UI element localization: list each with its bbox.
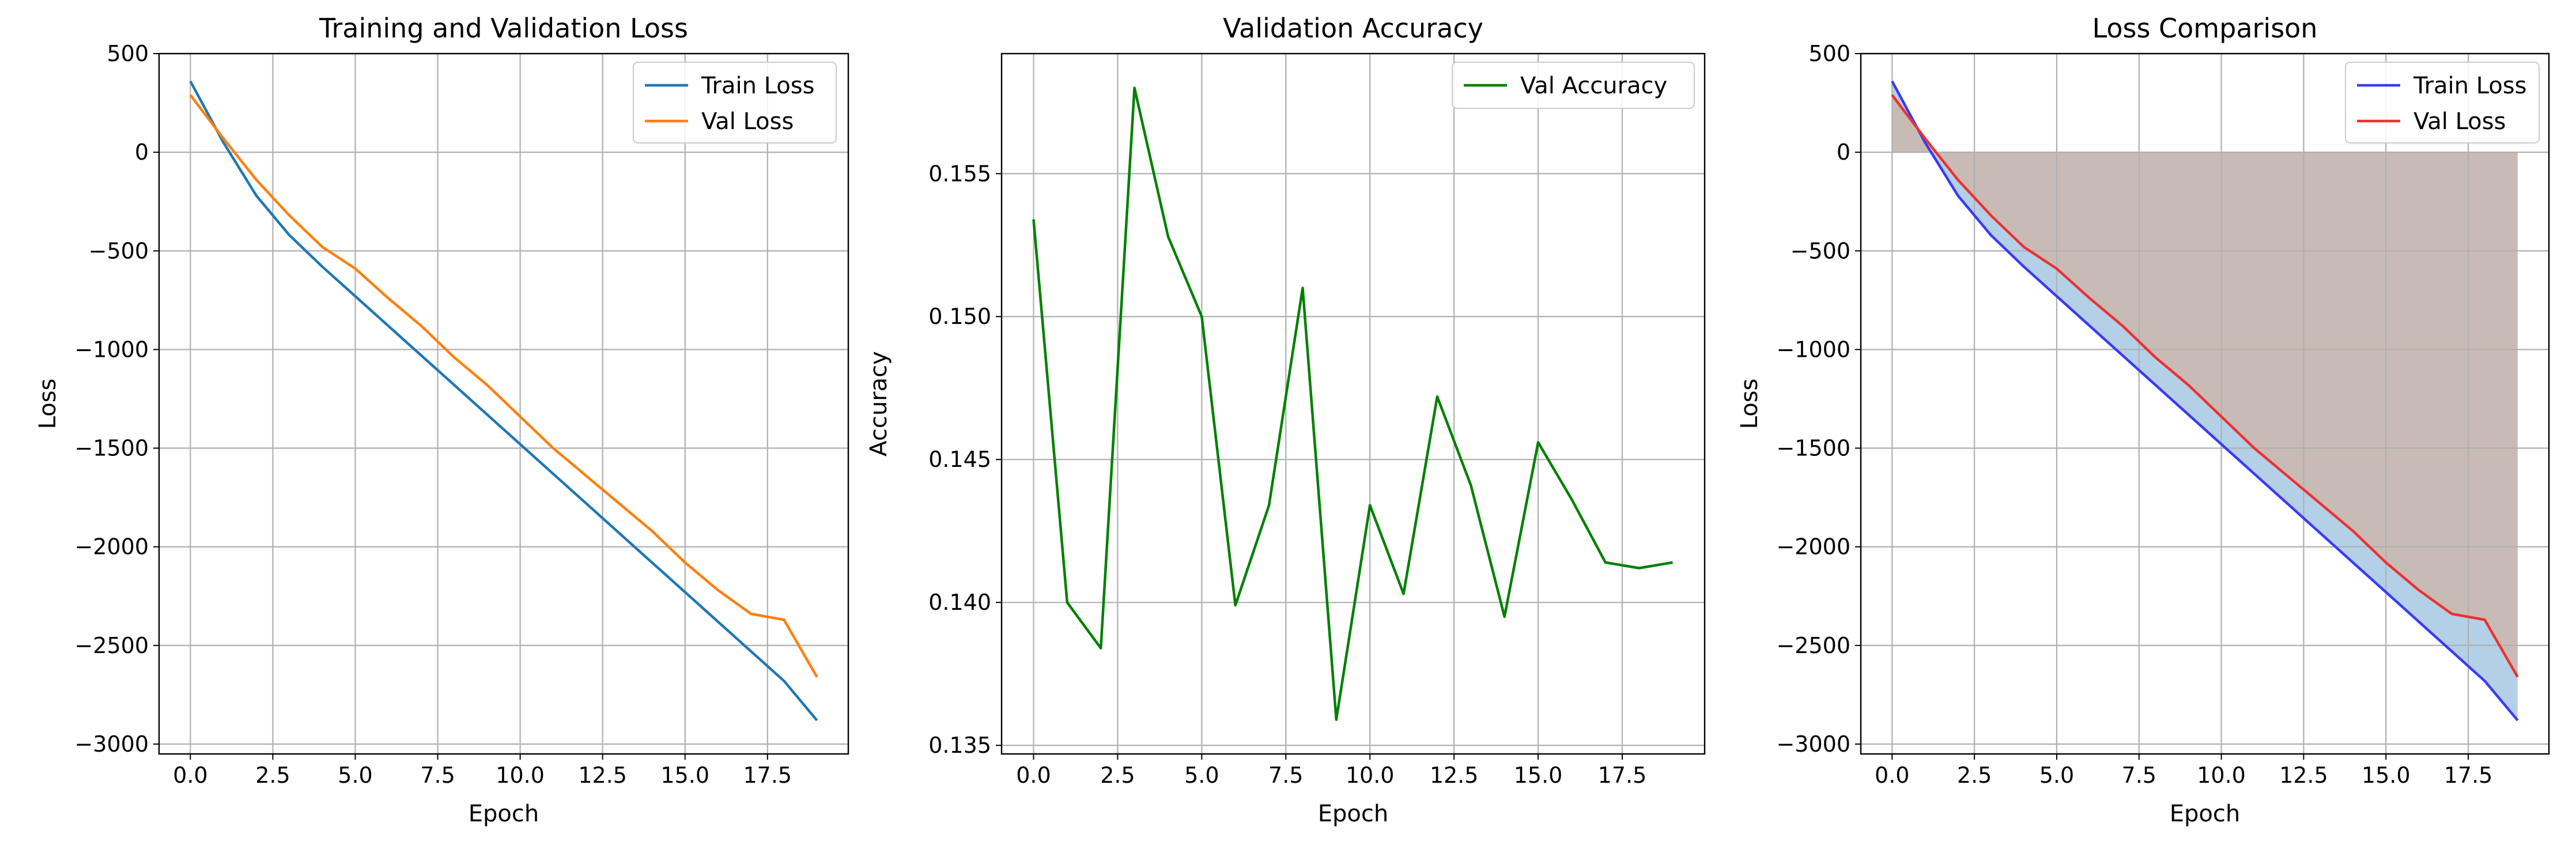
x-tick-label: 12.5: [2279, 763, 2328, 788]
legend-box: [633, 62, 837, 144]
y-tick-label: −2000: [1776, 534, 1850, 560]
fill-area-1: [1892, 95, 2518, 677]
series-line-1: [1891, 94, 2519, 678]
x-axis-label: Epoch: [2170, 801, 2240, 827]
y-tick-label: −2500: [1776, 633, 1850, 658]
x-tick-label: 0.0: [173, 763, 207, 788]
series-line-1: [189, 94, 818, 678]
legend-box: [1452, 62, 1695, 109]
x-axis-label: Epoch: [1318, 801, 1388, 827]
legend-label: Train Loss: [2413, 73, 2526, 99]
y-axis-label: Loss: [35, 379, 61, 429]
y-tick-label: −3000: [74, 731, 149, 757]
x-tick-label: 2.5: [255, 763, 290, 788]
y-axis-label: Accuracy: [866, 351, 892, 457]
y-tick-label: −500: [1791, 238, 1850, 263]
x-tick-label: 5.0: [2039, 763, 2074, 788]
legend-label: Val Loss: [701, 108, 794, 135]
y-tick-label: 0.155: [928, 161, 991, 186]
loss-comparison-chart-panel: 0.0 2.5 5.0 7.5 10.0 12.5 15.0 17.5 500 0 −500 −100…: [1736, 13, 2550, 827]
y-tick-label: 0.150: [928, 304, 991, 329]
x-tick-label: 0.0: [1016, 763, 1051, 788]
y-tick-label: −1000: [74, 337, 149, 362]
axes-frame: [1860, 52, 2550, 755]
x-tick-label: 12.5: [578, 763, 627, 788]
y-tick-label: −1000: [1776, 337, 1850, 362]
x-tick-label: 2.5: [1957, 763, 1992, 788]
x-tick-label: 7.5: [2122, 763, 2156, 788]
y-tick-label: 500: [1808, 41, 1850, 66]
y-axis-label: Loss: [1736, 379, 1763, 429]
legend-box: [2345, 62, 2540, 144]
y-tick-label: 500: [107, 41, 149, 66]
x-tick-label: 17.5: [2444, 763, 2493, 788]
chart-title: Loss Comparison: [2092, 13, 2318, 44]
x-tick-label: 15.0: [1514, 763, 1563, 788]
legend-label: Val Accuracy: [1520, 73, 1667, 99]
x-tick-label: 5.0: [338, 763, 372, 788]
x-tick-label: 10.0: [496, 763, 545, 788]
x-tick-label: 7.5: [1268, 763, 1303, 788]
legend-label: Val Loss: [2413, 108, 2506, 135]
x-tick-label: 17.5: [743, 763, 792, 788]
axes-frame: [158, 52, 849, 755]
series-line-0: [1032, 86, 1673, 721]
y-tick-label: −1500: [74, 436, 149, 461]
x-tick-label: 10.0: [2197, 763, 2246, 788]
y-tick-label: −500: [89, 238, 149, 263]
y-tick-label: 0: [135, 139, 149, 165]
y-tick-label: −3000: [1776, 731, 1850, 757]
y-tick-label: 0.140: [928, 590, 991, 615]
x-axis-label: Epoch: [469, 801, 539, 827]
x-tick-label: 17.5: [1598, 763, 1647, 788]
x-tick-label: 2.5: [1100, 763, 1135, 788]
chart-title: Validation Accuracy: [1223, 13, 1483, 44]
y-tick-label: −2000: [74, 534, 149, 560]
x-tick-label: 15.0: [2362, 763, 2411, 788]
x-tick-label: 12.5: [1430, 763, 1479, 788]
x-tick-label: 15.0: [660, 763, 709, 788]
x-tick-label: 10.0: [1346, 763, 1395, 788]
x-tick-label: 7.5: [420, 763, 455, 788]
y-tick-label: 0.145: [928, 447, 991, 472]
y-tick-label: 0: [1837, 139, 1850, 165]
y-tick-label: −1500: [1776, 436, 1850, 461]
accuracy-chart-panel: 0.0 2.5 5.0 7.5 10.0 12.5 15.0 17.5 0.155 0.150 0.…: [866, 13, 1706, 827]
chart-title: Training and Validation Loss: [319, 13, 688, 44]
legend-label: Train Loss: [701, 73, 814, 99]
y-tick-label: −2500: [74, 633, 149, 658]
loss-chart-panel: 0.0 2.5 5.0 7.5 10.0 12.5 15.0 17.5 500 0 −500 −100…: [35, 13, 849, 827]
axes-frame: [1000, 52, 1706, 755]
x-tick-label: 5.0: [1184, 763, 1219, 788]
y-tick-label: 0.135: [928, 733, 991, 758]
series-line-0: [189, 80, 818, 722]
series-line-0: [1891, 80, 2519, 722]
x-tick-label: 0.0: [1875, 763, 1909, 788]
